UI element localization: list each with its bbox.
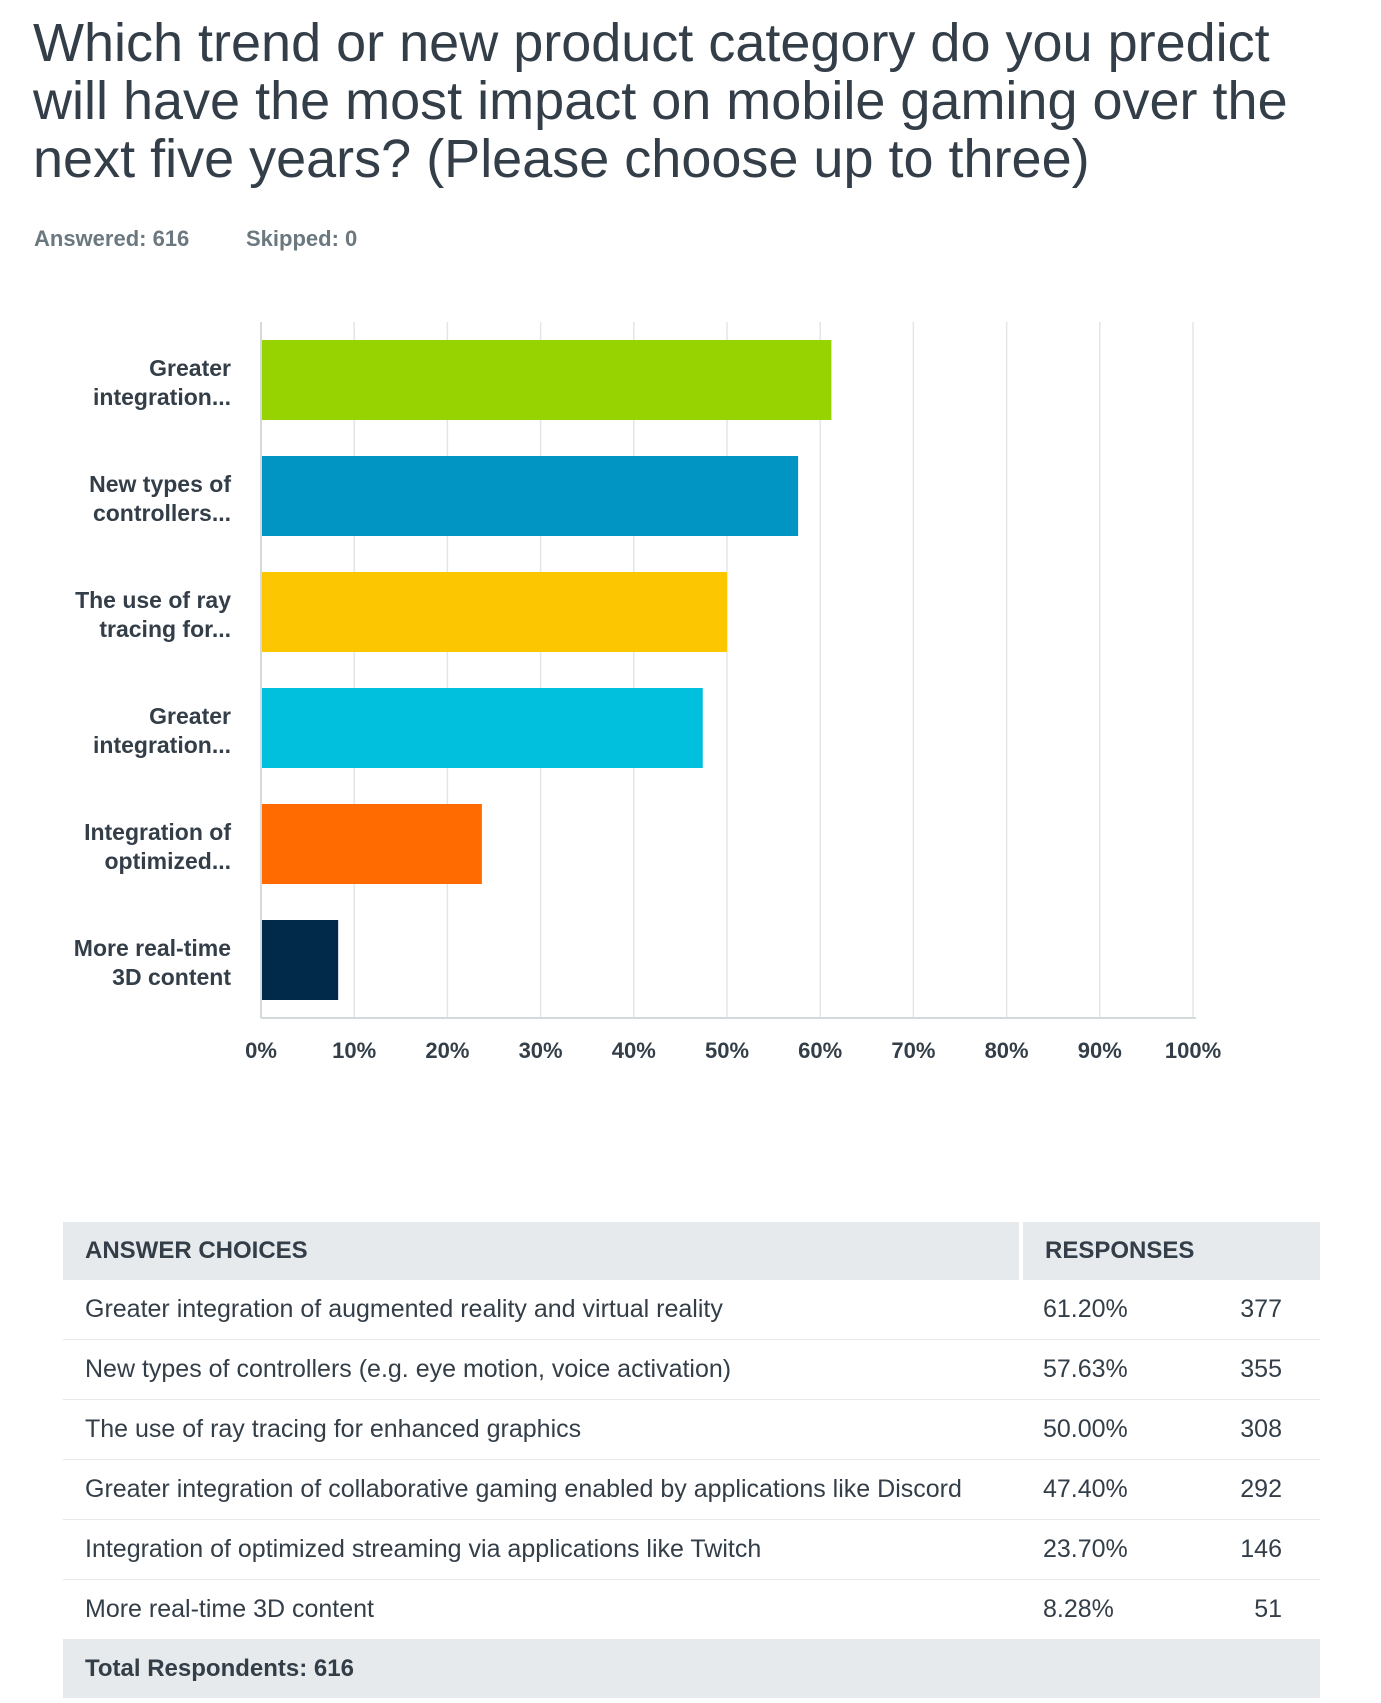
response-count: 146 bbox=[1213, 1519, 1320, 1580]
category-label-line: optimized... bbox=[105, 848, 232, 874]
table-footer-row: Total Respondents: 616 bbox=[63, 1639, 1320, 1698]
table-row: More real-time 3D content 8.28% 51 bbox=[63, 1579, 1320, 1640]
table-header-row: ANSWER CHOICES RESPONSES bbox=[63, 1222, 1320, 1280]
question-title: Which trend or new product category do y… bbox=[33, 13, 1288, 189]
category-label-line: controllers... bbox=[93, 500, 231, 526]
responses-table: ANSWER CHOICES RESPONSES Greater integra… bbox=[63, 1222, 1320, 1698]
answer-choice: More real-time 3D content bbox=[63, 1579, 1021, 1640]
answer-choices-header: ANSWER CHOICES bbox=[63, 1222, 1021, 1280]
answer-choice: New types of controllers (e.g. eye motio… bbox=[63, 1339, 1021, 1400]
responses-header: RESPONSES bbox=[1019, 1222, 1320, 1280]
category-label-line: 3D content bbox=[112, 964, 231, 990]
x-tick-label: 10% bbox=[332, 1038, 376, 1063]
category-label-line: integration... bbox=[93, 732, 231, 758]
bar bbox=[261, 804, 482, 884]
response-count: 377 bbox=[1213, 1280, 1320, 1340]
answer-choice: Greater integration of augmented reality… bbox=[63, 1280, 1021, 1340]
x-tick-label: 20% bbox=[425, 1038, 469, 1063]
table-row: Greater integration of augmented reality… bbox=[63, 1280, 1320, 1340]
bar bbox=[261, 572, 727, 652]
category-label-line: New types of bbox=[89, 471, 231, 497]
x-tick-label: 80% bbox=[985, 1038, 1029, 1063]
x-tick-label: 0% bbox=[245, 1038, 277, 1063]
response-percent: 8.28% bbox=[1021, 1579, 1213, 1640]
response-percent: 47.40% bbox=[1021, 1459, 1213, 1520]
x-tick-label: 100% bbox=[1165, 1038, 1221, 1063]
x-tick-label: 90% bbox=[1078, 1038, 1122, 1063]
response-count: 308 bbox=[1213, 1399, 1320, 1460]
answered-count: Answered: 616 bbox=[34, 226, 190, 251]
response-count: 51 bbox=[1213, 1579, 1320, 1640]
bar-chart: Greater integration... New types of control… bbox=[74, 322, 1221, 1063]
bar bbox=[261, 340, 832, 420]
table-row: Integration of optimized streaming via a… bbox=[63, 1519, 1320, 1580]
answer-choice: Integration of optimized streaming via a… bbox=[63, 1519, 1021, 1580]
category-label-line: tracing for... bbox=[99, 616, 231, 642]
category-label-line: Greater bbox=[149, 703, 231, 729]
x-tick-label: 60% bbox=[798, 1038, 842, 1063]
answer-choice: Greater integration of collaborative gam… bbox=[63, 1459, 1021, 1520]
category-label-line: Greater bbox=[149, 355, 231, 381]
category-label: New types of controllers... bbox=[89, 471, 231, 526]
answer-choice: The use of ray tracing for enhanced grap… bbox=[63, 1399, 1021, 1460]
x-tick-label: 50% bbox=[705, 1038, 749, 1063]
table-row: New types of controllers (e.g. eye motio… bbox=[63, 1339, 1320, 1400]
category-label: Greater integration... bbox=[93, 703, 231, 758]
category-label-line: More real-time bbox=[74, 935, 231, 961]
category-label-line: integration... bbox=[93, 384, 231, 410]
x-tick-label: 70% bbox=[891, 1038, 935, 1063]
bar bbox=[261, 456, 799, 536]
response-percent: 50.00% bbox=[1021, 1399, 1213, 1460]
bar bbox=[261, 920, 339, 1000]
skipped-count: Skipped: 0 bbox=[246, 226, 358, 251]
category-label: The use of ray tracing for... bbox=[75, 587, 231, 642]
table-row: The use of ray tracing for enhanced grap… bbox=[63, 1399, 1320, 1460]
category-label-line: The use of ray bbox=[75, 587, 231, 613]
total-respondents: Total Respondents: 616 bbox=[63, 1639, 1320, 1698]
x-tick-label: 30% bbox=[519, 1038, 563, 1063]
response-percent: 23.70% bbox=[1021, 1519, 1213, 1580]
bar bbox=[261, 688, 703, 768]
response-count: 355 bbox=[1213, 1339, 1320, 1400]
response-percent: 61.20% bbox=[1021, 1280, 1213, 1340]
category-label: Integration of optimized... bbox=[84, 819, 231, 874]
x-tick-label: 40% bbox=[612, 1038, 656, 1063]
table-row: Greater integration of collaborative gam… bbox=[63, 1459, 1320, 1520]
response-count: 292 bbox=[1213, 1459, 1320, 1520]
category-label: More real-time 3D content bbox=[74, 935, 232, 990]
category-label-line: Integration of bbox=[84, 819, 231, 845]
category-label: Greater integration... bbox=[93, 355, 231, 410]
response-percent: 57.63% bbox=[1021, 1339, 1213, 1400]
